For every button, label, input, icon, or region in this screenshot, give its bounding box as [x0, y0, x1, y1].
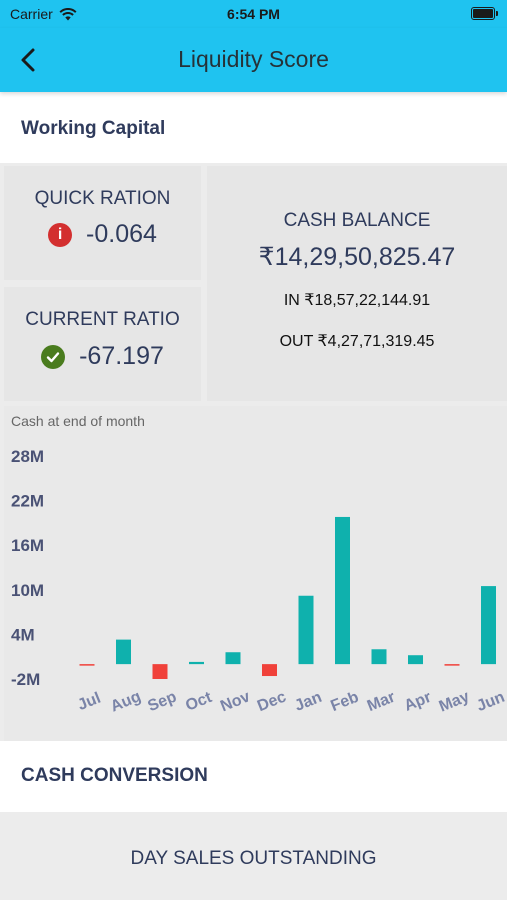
- chevron-left-icon: [21, 48, 35, 72]
- chart-title: Cash at end of month: [11, 413, 145, 429]
- x-tick-label: Mar: [365, 689, 398, 715]
- cash-conversion-title: CASH CONVERSION: [21, 765, 208, 786]
- cash-chart-card: Cash at end of month 28M 22M 16M 10M 4M -2M Jul…: [4, 406, 507, 741]
- dso-card[interactable]: DAY SALES OUTSTANDING: [0, 812, 507, 900]
- y-tick-label: 28M: [11, 447, 44, 466]
- quick-ratio-card[interactable]: QUICK RATION i -0.064: [4, 166, 201, 280]
- chart-bar: [79, 664, 95, 666]
- chart-bar: [116, 639, 131, 665]
- x-tick-label: Jul: [75, 690, 103, 714]
- y-tick-label: -2M: [11, 670, 40, 689]
- carrier-label: Carrier: [10, 6, 53, 22]
- dso-label: DAY SALES OUTSTANDING: [130, 848, 377, 869]
- status-time: 6:54 PM: [227, 6, 280, 22]
- chart-bar: [298, 595, 314, 665]
- chart-bar: [335, 516, 350, 665]
- cash-balance-card[interactable]: CASH BALANCE ₹14,29,50,825.47 IN ₹18,57,…: [207, 166, 507, 401]
- chart-bar: [262, 664, 277, 677]
- cash-chart: Cash at end of month 28M 22M 16M 10M 4M -2M Jul…: [11, 413, 507, 716]
- quick-ratio-value: -0.064: [86, 220, 157, 248]
- check-icon: [41, 344, 66, 369]
- y-tick-label: 22M: [11, 492, 44, 511]
- x-tick-label: Dec: [255, 688, 289, 715]
- current-ratio-value: -67.197: [79, 342, 164, 370]
- working-capital-title: Working Capital: [21, 118, 166, 139]
- page-title: Liquidity Score: [178, 46, 329, 72]
- cash-balance-label: CASH BALANCE: [283, 210, 431, 231]
- quick-ratio-label: QUICK RATION: [34, 188, 171, 209]
- chart-bar: [152, 664, 168, 679]
- x-tick-label: Oct: [183, 689, 215, 715]
- chart-bar: [408, 655, 423, 665]
- x-tick-label: Apr: [402, 689, 434, 715]
- back-button[interactable]: [14, 44, 44, 76]
- cash-in-amount: IN ₹18,57,22,144.91: [283, 292, 431, 309]
- cash-balance-amount: ₹14,29,50,825.47: [258, 243, 456, 271]
- x-tick-label: Nov: [218, 688, 252, 715]
- battery-icon: [471, 7, 498, 20]
- x-tick-label: Jan: [292, 689, 324, 715]
- y-tick-label: 4M: [11, 625, 35, 644]
- current-ratio-row: -67.197: [4, 342, 201, 371]
- x-tick-label: Aug: [108, 688, 143, 715]
- current-ratio-card[interactable]: CURRENT RATIO -67.197: [4, 287, 201, 401]
- quick-ratio-row: i -0.064: [4, 220, 201, 249]
- y-tick-label: 10M: [11, 581, 44, 600]
- chart-bar: [444, 664, 460, 666]
- chart-bar: [371, 649, 387, 665]
- x-tick-label: Feb: [328, 689, 361, 716]
- x-tick-label: Sep: [146, 688, 180, 715]
- y-tick-label: 16M: [11, 536, 44, 555]
- chart-bar: [225, 652, 241, 665]
- carrier-info: Carrier: [10, 6, 77, 22]
- chart-bar: [481, 586, 496, 665]
- current-ratio-label: CURRENT RATIO: [25, 309, 180, 330]
- x-tick-label: May: [437, 688, 472, 715]
- cash-out-amount: OUT ₹4,27,71,319.45: [279, 333, 435, 350]
- info-icon[interactable]: i: [48, 222, 73, 247]
- status-bar: Carrier 6:54 PM: [0, 0, 507, 28]
- nav-bar: Liquidity Score: [0, 28, 507, 92]
- wifi-icon: [59, 7, 77, 20]
- chart-bar: [189, 661, 204, 665]
- x-tick-label: Jun: [474, 689, 507, 715]
